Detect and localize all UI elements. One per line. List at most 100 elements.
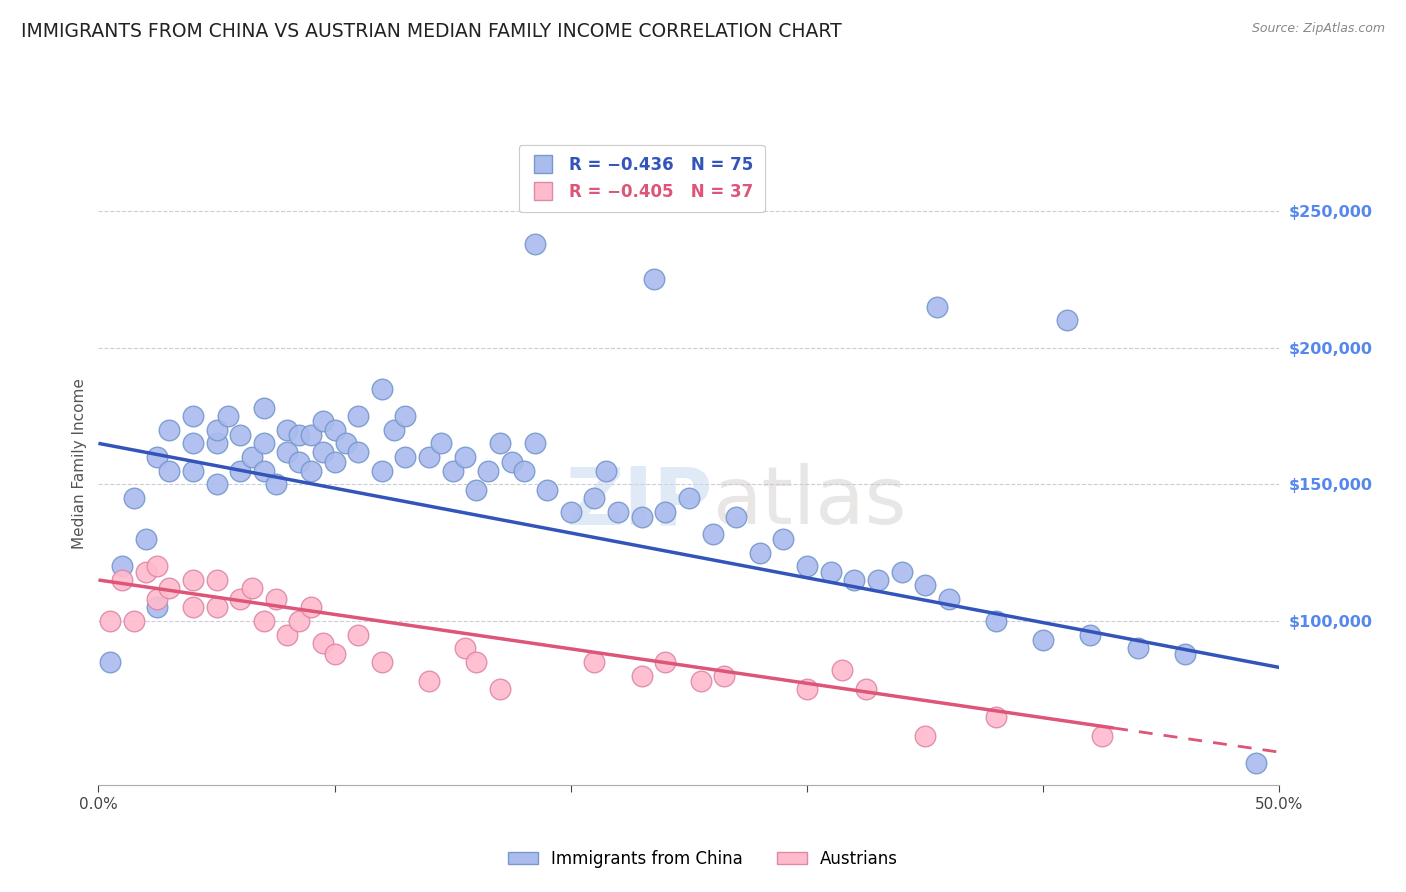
Point <box>146 592 169 607</box>
Point <box>1244 756 1267 770</box>
Point <box>796 682 818 697</box>
Point <box>914 729 936 743</box>
Point <box>312 415 335 429</box>
Point <box>418 450 440 464</box>
Point <box>1091 729 1114 743</box>
Point <box>560 505 582 519</box>
Point <box>98 614 121 628</box>
Point <box>524 436 547 450</box>
Point <box>181 436 204 450</box>
Point <box>512 464 534 478</box>
Point <box>111 573 134 587</box>
Point <box>205 600 228 615</box>
Point <box>489 682 512 697</box>
Point <box>914 578 936 592</box>
Point <box>157 423 180 437</box>
Point <box>146 600 169 615</box>
Point <box>465 483 488 497</box>
Point <box>1080 627 1102 641</box>
Point <box>984 614 1007 628</box>
Point <box>536 483 558 497</box>
Point <box>264 477 287 491</box>
Point <box>1056 313 1078 327</box>
Point <box>299 600 322 615</box>
Point <box>98 655 121 669</box>
Point <box>229 464 252 478</box>
Point <box>1126 641 1149 656</box>
Point <box>465 655 488 669</box>
Point <box>583 655 606 669</box>
Point <box>1032 633 1054 648</box>
Point <box>453 450 475 464</box>
Point <box>240 581 263 595</box>
Point <box>583 491 606 505</box>
Point <box>157 581 180 595</box>
Point <box>607 505 630 519</box>
Point <box>276 423 298 437</box>
Text: IMMIGRANTS FROM CHINA VS AUSTRIAN MEDIAN FAMILY INCOME CORRELATION CHART: IMMIGRANTS FROM CHINA VS AUSTRIAN MEDIAN… <box>21 22 842 41</box>
Point <box>1174 647 1197 661</box>
Point <box>217 409 239 423</box>
Point <box>276 627 298 641</box>
Point <box>654 655 676 669</box>
Point <box>288 428 311 442</box>
Point <box>253 614 276 628</box>
Point <box>441 464 464 478</box>
Point <box>276 444 298 458</box>
Point <box>689 674 711 689</box>
Point <box>312 444 335 458</box>
Point <box>938 592 960 607</box>
Point <box>855 682 877 697</box>
Point <box>288 614 311 628</box>
Point <box>347 627 370 641</box>
Point <box>678 491 700 505</box>
Point <box>713 668 735 682</box>
Point <box>382 423 405 437</box>
Point <box>501 455 523 469</box>
Point <box>371 382 394 396</box>
Point <box>205 573 228 587</box>
Point <box>630 510 652 524</box>
Point <box>299 464 322 478</box>
Point <box>135 565 157 579</box>
Point <box>725 510 748 524</box>
Point <box>489 436 512 450</box>
Point <box>796 559 818 574</box>
Text: atlas: atlas <box>713 463 907 541</box>
Point <box>205 436 228 450</box>
Point <box>205 423 228 437</box>
Point <box>595 464 617 478</box>
Point <box>122 491 145 505</box>
Point <box>253 401 276 415</box>
Point <box>229 592 252 607</box>
Point <box>866 573 889 587</box>
Y-axis label: Median Family Income: Median Family Income <box>72 378 87 549</box>
Point <box>253 464 276 478</box>
Point <box>477 464 499 478</box>
Text: Source: ZipAtlas.com: Source: ZipAtlas.com <box>1251 22 1385 36</box>
Point <box>831 663 853 677</box>
Point <box>335 436 357 450</box>
Point <box>229 428 252 442</box>
Point <box>135 532 157 546</box>
Point <box>524 236 547 251</box>
Point <box>890 565 912 579</box>
Point <box>288 455 311 469</box>
Point <box>240 450 263 464</box>
Point <box>844 573 866 587</box>
Point <box>371 655 394 669</box>
Point <box>820 565 842 579</box>
Point <box>347 444 370 458</box>
Point <box>181 409 204 423</box>
Point <box>394 409 416 423</box>
Point <box>654 505 676 519</box>
Point <box>394 450 416 464</box>
Point <box>643 272 665 286</box>
Point <box>347 409 370 423</box>
Point <box>323 423 346 437</box>
Point <box>748 546 770 560</box>
Point <box>630 668 652 682</box>
Legend: Immigrants from China, Austrians: Immigrants from China, Austrians <box>502 844 904 875</box>
Point <box>205 477 228 491</box>
Point <box>323 647 346 661</box>
